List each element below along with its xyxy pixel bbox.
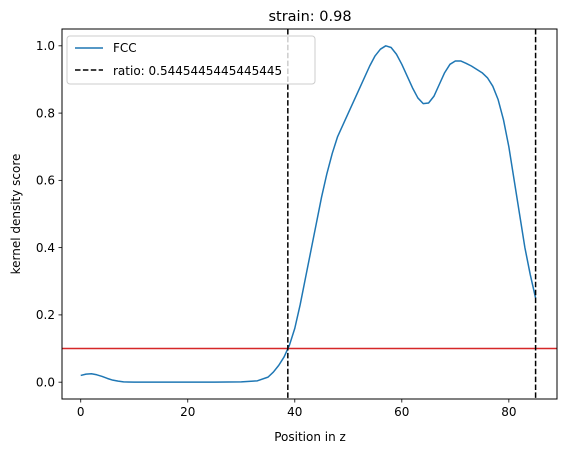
- y-tick-label: 0.4: [36, 241, 55, 255]
- y-tick-label: 0.8: [36, 106, 55, 120]
- y-axis-label: kernel density score: [9, 154, 23, 275]
- x-tick-label: 0: [77, 405, 85, 419]
- x-tick-label: 60: [394, 405, 409, 419]
- legend-label-ratio: ratio: 0.5445445445445445: [113, 64, 282, 78]
- legend: FCC ratio: 0.5445445445445445: [66, 35, 316, 85]
- series-line-fcc: [80, 45, 537, 383]
- plot-content: [62, 29, 557, 399]
- y-tick-label: 1.0: [36, 39, 55, 53]
- plot-frame: [61, 28, 558, 400]
- chart-title: strain: 0.98: [268, 9, 351, 25]
- y-tick-label: 0.0: [36, 375, 55, 389]
- x-tick-label: 40: [287, 405, 302, 419]
- x-tick-label: 80: [501, 405, 516, 419]
- axis-ticks: 0 20 40 60 80 0.0 0.2 0.4 0.6 0.8 1.0: [36, 39, 517, 419]
- y-tick-label: 0.6: [36, 174, 55, 188]
- x-axis-label: Position in z: [274, 430, 346, 444]
- x-tick-label: 20: [180, 405, 195, 419]
- plot-area: [62, 29, 557, 399]
- legend-label-fcc: FCC: [113, 41, 137, 55]
- y-tick-label: 0.2: [36, 308, 55, 322]
- legend-box: [66, 35, 316, 85]
